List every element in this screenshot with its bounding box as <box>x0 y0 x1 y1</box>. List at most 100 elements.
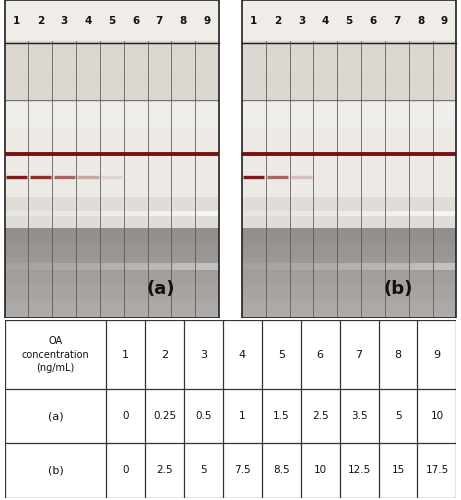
Text: 9: 9 <box>433 350 441 360</box>
Text: 0.5: 0.5 <box>195 412 212 422</box>
Bar <box>29 264 52 270</box>
Bar <box>100 264 124 270</box>
Text: 5: 5 <box>200 466 207 475</box>
Bar <box>385 211 409 216</box>
Text: 5: 5 <box>346 16 353 26</box>
Text: 7: 7 <box>393 16 401 26</box>
Bar <box>242 260 456 264</box>
Bar <box>409 264 432 270</box>
Bar <box>5 292 219 296</box>
Bar <box>5 242 219 246</box>
Text: 12.5: 12.5 <box>348 466 371 475</box>
Text: 1: 1 <box>250 16 258 26</box>
Bar <box>195 264 219 270</box>
Bar <box>242 306 456 310</box>
Text: 5: 5 <box>108 16 115 26</box>
Bar <box>242 264 266 270</box>
Bar <box>5 260 219 264</box>
Text: 6: 6 <box>369 16 377 26</box>
Bar <box>5 238 219 242</box>
Bar <box>242 238 456 242</box>
Text: 4: 4 <box>239 350 246 360</box>
Bar <box>5 278 219 282</box>
Bar <box>5 228 219 232</box>
Bar <box>5 102 219 127</box>
Bar <box>242 284 456 289</box>
Bar <box>29 211 52 216</box>
Bar <box>242 281 456 285</box>
Text: 2: 2 <box>161 350 168 360</box>
Bar <box>5 249 219 253</box>
Bar <box>432 264 456 270</box>
Bar <box>242 267 456 271</box>
Bar <box>5 256 219 260</box>
Text: 3: 3 <box>60 16 68 26</box>
Bar <box>124 211 148 216</box>
Text: 15: 15 <box>391 466 405 475</box>
Text: 3: 3 <box>298 16 305 26</box>
Bar <box>5 310 219 314</box>
Bar <box>242 314 456 318</box>
Bar <box>242 246 456 250</box>
Text: (b): (b) <box>47 466 63 475</box>
Text: 4: 4 <box>84 16 92 26</box>
Bar <box>242 278 456 282</box>
Bar <box>242 264 456 268</box>
Text: 5: 5 <box>395 412 402 422</box>
Bar <box>5 197 219 232</box>
Bar <box>337 264 361 270</box>
Bar <box>5 302 219 307</box>
Bar <box>5 252 219 257</box>
Text: (a): (a) <box>47 412 63 422</box>
Bar <box>242 242 456 246</box>
Bar <box>76 264 100 270</box>
Bar <box>242 302 456 307</box>
Bar <box>290 264 313 270</box>
Bar <box>313 264 337 270</box>
Bar <box>313 211 337 216</box>
Text: 1: 1 <box>239 412 246 422</box>
Bar <box>242 292 456 296</box>
Text: 9: 9 <box>203 16 211 26</box>
Bar <box>5 314 219 318</box>
Bar <box>242 249 456 253</box>
Bar <box>385 264 409 270</box>
Bar <box>242 42 456 102</box>
Bar <box>76 211 100 216</box>
Bar <box>5 264 219 268</box>
Bar <box>242 211 266 216</box>
Bar <box>148 211 171 216</box>
Text: 7: 7 <box>355 350 363 360</box>
Bar <box>361 264 385 270</box>
Bar <box>5 231 219 235</box>
Bar <box>5 296 219 300</box>
Text: 17.5: 17.5 <box>426 466 449 475</box>
Bar <box>5 274 219 278</box>
Text: 8: 8 <box>417 16 424 26</box>
Bar <box>171 211 195 216</box>
Text: 2: 2 <box>274 16 281 26</box>
Bar <box>148 264 171 270</box>
Bar <box>5 306 219 310</box>
Text: 5: 5 <box>278 350 285 360</box>
Text: 8: 8 <box>180 16 187 26</box>
Bar <box>432 211 456 216</box>
Bar <box>5 270 219 274</box>
Bar <box>5 234 219 239</box>
Bar <box>5 211 29 216</box>
Bar <box>5 288 219 292</box>
Text: 3: 3 <box>200 350 207 360</box>
Text: 1.5: 1.5 <box>273 412 290 422</box>
Bar <box>242 102 456 127</box>
Text: 7.5: 7.5 <box>234 466 251 475</box>
Text: 0: 0 <box>123 412 129 422</box>
Bar <box>52 264 76 270</box>
Bar <box>337 211 361 216</box>
Bar <box>5 299 219 303</box>
Text: 8.5: 8.5 <box>273 466 290 475</box>
Bar <box>242 252 456 257</box>
Text: 6: 6 <box>132 16 139 26</box>
Bar <box>266 264 290 270</box>
Bar <box>242 256 456 260</box>
Text: (a): (a) <box>147 280 175 298</box>
